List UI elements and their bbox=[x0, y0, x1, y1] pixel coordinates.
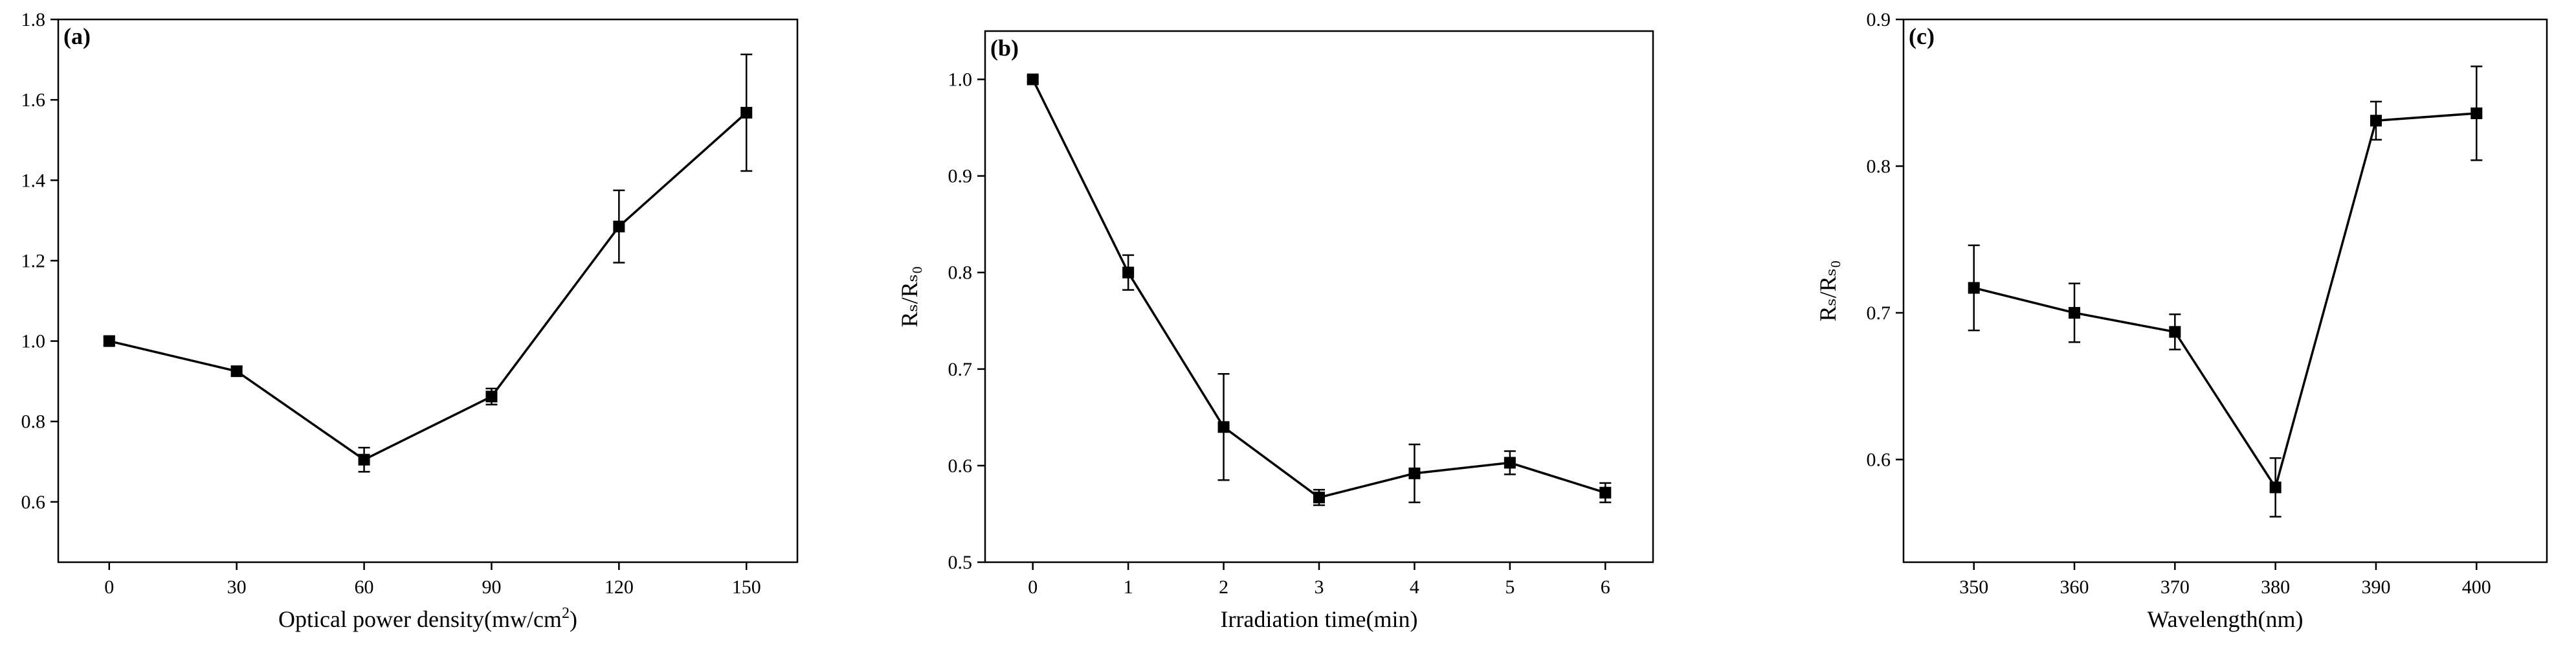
x-tick-label: 0 bbox=[104, 576, 114, 598]
y-tick-label: 1.0 bbox=[948, 69, 973, 91]
y-tick-label: 0.7 bbox=[948, 359, 973, 380]
panel-tag: (c) bbox=[1909, 23, 1935, 49]
x-tick-label: 30 bbox=[227, 576, 247, 598]
data-point bbox=[1313, 492, 1325, 504]
x-tick-label: 5 bbox=[1505, 576, 1515, 598]
series-line bbox=[109, 111, 748, 461]
data-point bbox=[485, 391, 498, 403]
data-point bbox=[2069, 306, 2081, 319]
y-tick-label: 0.8 bbox=[1867, 155, 1891, 177]
data-point bbox=[230, 365, 243, 378]
y-tick-label: 0.9 bbox=[1867, 9, 1891, 30]
y-axis-label: Rₛ/Rₛ₀ bbox=[1815, 260, 1841, 322]
y-tick-label: 1.8 bbox=[21, 9, 46, 30]
x-tick-label: 370 bbox=[2160, 576, 2190, 598]
data-point bbox=[1122, 266, 1135, 279]
y-tick-label: 1.6 bbox=[21, 89, 46, 111]
y-tick-label: 0.9 bbox=[948, 166, 973, 187]
y-tick-label: 0.6 bbox=[1867, 449, 1891, 470]
data-point bbox=[1504, 457, 1516, 469]
data-point bbox=[103, 335, 115, 347]
x-axis-label: Irradiation time(min) bbox=[1221, 606, 1418, 632]
y-tick-label: 1.4 bbox=[21, 170, 46, 191]
y-tick-label: 0.6 bbox=[948, 455, 973, 477]
x-tick-label: 90 bbox=[482, 576, 501, 598]
x-tick-label: 120 bbox=[605, 576, 634, 598]
y-tick-label: 0.8 bbox=[21, 411, 46, 433]
data-point bbox=[1217, 421, 1230, 433]
series-line bbox=[1973, 112, 2477, 490]
x-tick-label: 150 bbox=[732, 576, 761, 598]
y-tick-label: 0.8 bbox=[948, 262, 973, 284]
x-axis-label: Optical power density(mw/cm2) bbox=[278, 605, 577, 632]
x-tick-label: 0 bbox=[1028, 576, 1038, 598]
data-point bbox=[740, 107, 753, 119]
panel-a: 0 30 60 90 120 150 0.6 0.8 1.0 1.2 1.4 1.6 1.8 Optica… bbox=[21, 9, 799, 632]
data-point bbox=[613, 220, 625, 233]
y-tick-label: 0.5 bbox=[948, 552, 973, 573]
x-tick-label: 4 bbox=[1410, 576, 1419, 598]
panel-tag: (a) bbox=[63, 23, 91, 49]
panel-b: 0 1 2 3 4 5 6 0.5 0.6 0.7 0.8 0.9 1.0 Irradiation tim… bbox=[896, 30, 1654, 632]
x-tick-label: 2 bbox=[1219, 576, 1228, 598]
y-tick-label: 0.7 bbox=[1867, 302, 1891, 324]
x-tick-label: 3 bbox=[1315, 576, 1324, 598]
panel-c: 350 360 370 380 390 400 0.6 0.7 0.8 0.9 Wavelength… bbox=[1815, 9, 2548, 632]
x-axis-label: Wavelength(nm) bbox=[2147, 606, 2303, 632]
plot-frame bbox=[57, 18, 799, 563]
x-tick-label: 390 bbox=[2361, 576, 2390, 598]
x-tick-label: 6 bbox=[1601, 576, 1610, 598]
x-tick-label: 60 bbox=[355, 576, 374, 598]
x-tick-label: 400 bbox=[2462, 576, 2491, 598]
y-axis-label: Rₛ/Rₛ₀ bbox=[896, 266, 922, 328]
x-tick-label: 380 bbox=[2261, 576, 2290, 598]
data-point bbox=[2269, 481, 2282, 494]
data-point bbox=[1027, 73, 1039, 85]
y-tick-label: 1.2 bbox=[21, 250, 46, 271]
x-tick-label: 350 bbox=[1959, 576, 1988, 598]
data-point bbox=[2471, 107, 2483, 119]
x-tick-label: 360 bbox=[2060, 576, 2089, 598]
data-point bbox=[1968, 282, 1980, 294]
data-point bbox=[358, 453, 370, 466]
data-point bbox=[1599, 486, 1612, 499]
x-tick-label: 1 bbox=[1124, 576, 1133, 598]
y-tick-label: 0.6 bbox=[21, 492, 46, 513]
plot-frame bbox=[1902, 18, 2548, 563]
y-tick-label: 1.0 bbox=[21, 331, 46, 352]
data-point bbox=[2169, 326, 2181, 338]
panel-tag: (b) bbox=[990, 35, 1019, 61]
data-point bbox=[2370, 115, 2382, 127]
data-point bbox=[1408, 467, 1421, 479]
